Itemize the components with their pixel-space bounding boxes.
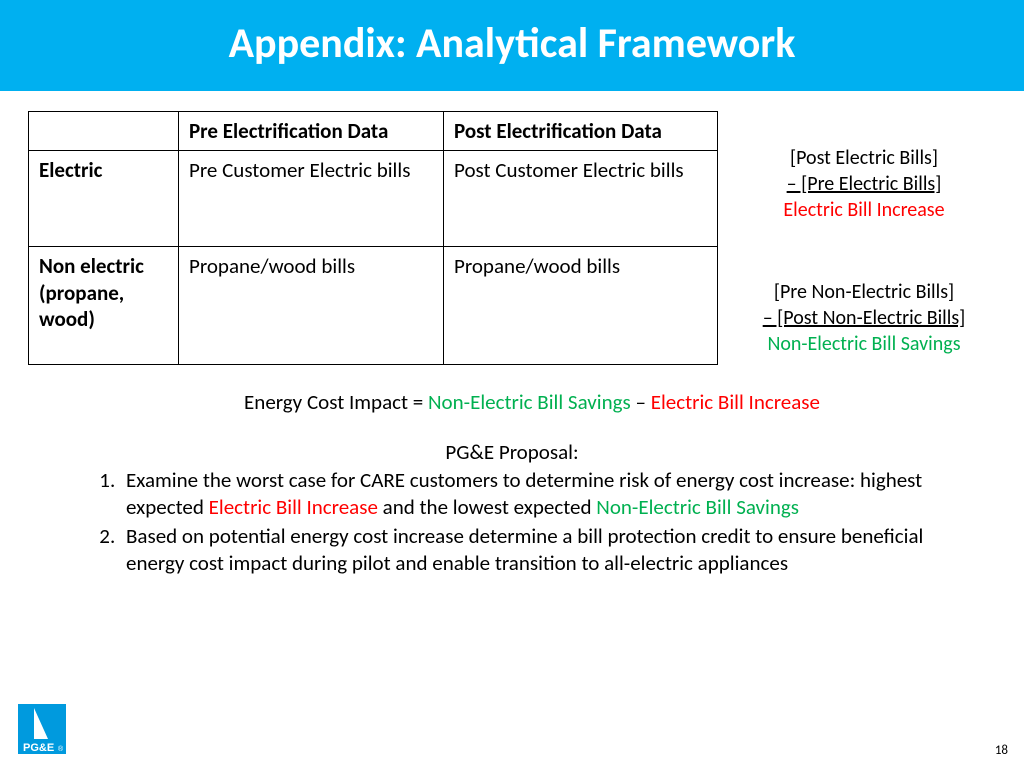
table-row: Electric Pre Customer Electric bills Pos…	[29, 151, 718, 247]
eq-prefix: Energy Cost Impact =	[244, 389, 428, 415]
table-row: Non electric (propane, wood) Propane/woo…	[29, 247, 718, 365]
pge-logo: PG&E ®	[18, 704, 66, 754]
row-label: Electric	[29, 151, 179, 247]
electric-diff: [Post Electric Bills] – [Pre Electric Bi…	[732, 145, 996, 223]
row-label: Non electric (propane, wood)	[29, 247, 179, 365]
header-pre: Pre Electrification Data	[179, 112, 444, 151]
text-red: Electric Bill Increase	[209, 494, 378, 520]
line: – [Pre Electric Bills]	[732, 171, 996, 197]
text: Based on potential energy cost increase …	[126, 523, 923, 576]
proposal-heading: PG&E Proposal:	[60, 439, 964, 465]
text: and the lowest expected	[378, 494, 596, 520]
cell-pre: Pre Customer Electric bills	[179, 151, 444, 247]
cell-post: Post Customer Electric bills	[444, 151, 718, 247]
list-item: Examine the worst case for CARE customer…	[120, 467, 964, 521]
side-equations: [Post Electric Bills] – [Pre Electric Bi…	[732, 111, 996, 365]
energy-cost-equation: Energy Cost Impact = Non-Electric Bill S…	[60, 389, 964, 415]
below-content: Energy Cost Impact = Non-Electric Bill S…	[0, 365, 1024, 577]
nonelectric-diff: [Pre Non-Electric Bills] – [Post Non-Ele…	[732, 279, 996, 357]
line: – [Post Non-Electric Bills]	[732, 305, 996, 331]
page-number: 18	[995, 743, 1008, 758]
nonelectric-savings-label: Non-Electric Bill Savings	[732, 331, 996, 357]
header-post: Post Electrification Data	[444, 112, 718, 151]
line: [Pre Non-Electric Bills]	[732, 279, 996, 305]
cell-pre: Propane/wood bills	[179, 247, 444, 365]
eq-green: Non-Electric Bill Savings	[428, 389, 631, 415]
cell-post: Propane/wood bills	[444, 247, 718, 365]
text-green: Non-Electric Bill Savings	[596, 494, 799, 520]
header-empty	[29, 112, 179, 151]
eq-red: Electric Bill Increase	[651, 389, 820, 415]
framework-table: Pre Electrification Data Post Electrific…	[28, 111, 718, 365]
logo-text: PG&E	[23, 742, 54, 754]
main-row: Pre Electrification Data Post Electrific…	[0, 91, 1024, 365]
electric-increase-label: Electric Bill Increase	[732, 197, 996, 223]
slide-title: Appendix: Analytical Framework	[0, 0, 1024, 91]
list-item: Based on potential energy cost increase …	[120, 523, 964, 577]
svg-text:®: ®	[58, 745, 64, 753]
line: [Post Electric Bills]	[732, 145, 996, 171]
eq-mid: –	[631, 389, 651, 415]
table-header-row: Pre Electrification Data Post Electrific…	[29, 112, 718, 151]
proposal-list: Examine the worst case for CARE customer…	[60, 467, 964, 577]
